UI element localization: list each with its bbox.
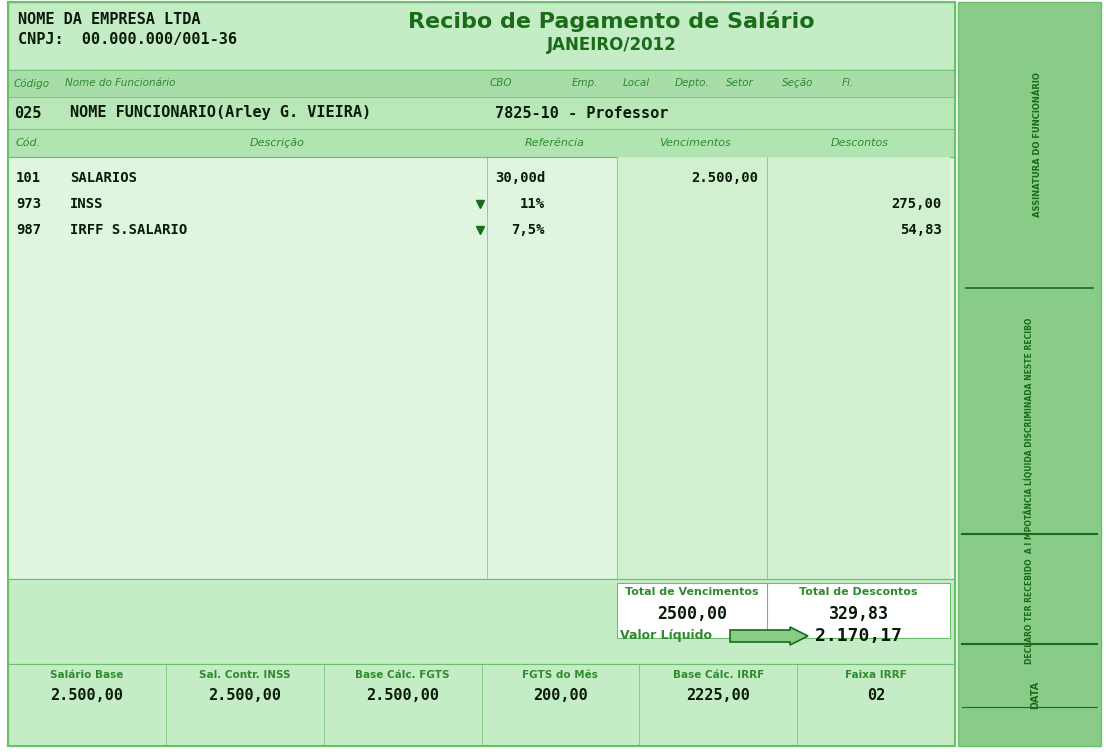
Text: 025: 025 <box>14 106 41 121</box>
Text: Faixa IRRF: Faixa IRRF <box>845 670 907 680</box>
Text: DATA: DATA <box>1030 681 1040 709</box>
Bar <box>958 2 1101 746</box>
Text: 329,83: 329,83 <box>828 605 888 623</box>
Text: SALARIOS: SALARIOS <box>70 171 138 185</box>
Text: 54,83: 54,83 <box>901 223 942 237</box>
Text: CBO: CBO <box>490 78 512 88</box>
Text: FGTS do Mês: FGTS do Mês <box>522 670 599 680</box>
Bar <box>8 157 955 579</box>
Bar <box>8 2 955 70</box>
Text: NOME DA EMPRESA LTDA: NOME DA EMPRESA LTDA <box>18 12 201 27</box>
Text: 02: 02 <box>867 688 885 703</box>
Text: Recibo de Pagamento de Salário: Recibo de Pagamento de Salário <box>408 10 815 32</box>
Text: Total de Descontos: Total de Descontos <box>800 587 918 597</box>
Bar <box>8 70 955 97</box>
Text: Seção: Seção <box>782 78 814 88</box>
Text: Depto.: Depto. <box>675 78 710 88</box>
Text: Emp.: Emp. <box>572 78 599 88</box>
Bar <box>8 129 955 157</box>
Text: 7825-10 - Professor: 7825-10 - Professor <box>495 106 669 121</box>
Text: 2.500,00: 2.500,00 <box>50 688 123 703</box>
Text: Fl.: Fl. <box>842 78 854 88</box>
Text: IRFF S.SALARIO: IRFF S.SALARIO <box>70 223 187 237</box>
Text: Referência: Referência <box>525 138 586 148</box>
Text: 275,00: 275,00 <box>892 197 942 211</box>
FancyArrow shape <box>730 627 808 645</box>
Text: 7,5%: 7,5% <box>511 223 545 237</box>
Bar <box>617 583 950 638</box>
Text: Cód.: Cód. <box>16 138 41 148</box>
Text: 987: 987 <box>16 223 41 237</box>
Text: Valor Líquido: Valor Líquido <box>620 630 712 642</box>
Text: 2.500,00: 2.500,00 <box>208 688 282 703</box>
Bar <box>8 579 955 664</box>
Text: 30,00d: 30,00d <box>495 171 545 185</box>
Text: NOME FUNCIONARIO(Arley G. VIEIRA): NOME FUNCIONARIO(Arley G. VIEIRA) <box>70 106 372 121</box>
Text: 11%: 11% <box>520 197 545 211</box>
Text: 2500,00: 2500,00 <box>657 605 728 623</box>
Text: 973: 973 <box>16 197 41 211</box>
Text: 101: 101 <box>16 171 41 185</box>
Text: 2225,00: 2225,00 <box>686 688 750 703</box>
Text: Vencimentos: Vencimentos <box>659 138 731 148</box>
Text: Nome do Funcionário: Nome do Funcionário <box>65 78 175 88</box>
Text: JANEIRO/2012: JANEIRO/2012 <box>547 36 676 54</box>
Bar <box>8 97 955 129</box>
Text: Sal. Contr. INSS: Sal. Contr. INSS <box>199 670 291 680</box>
Text: Base Cálc. IRRF: Base Cálc. IRRF <box>673 670 764 680</box>
Text: Setor: Setor <box>726 78 754 88</box>
Bar <box>8 2 955 746</box>
Text: Base Cálc. FGTS: Base Cálc. FGTS <box>355 670 450 680</box>
Text: Salário Base: Salário Base <box>50 670 123 680</box>
Bar <box>8 664 955 746</box>
Text: CNPJ:  00.000.000/001-36: CNPJ: 00.000.000/001-36 <box>18 32 237 47</box>
Bar <box>617 157 767 579</box>
Text: DECLARO TER RECEBIDO  A I MPOTÂNCIA LÍQUIDA DISCRIMINADA NESTE RECIBO: DECLARO TER RECEBIDO A I MPOTÂNCIA LÍQUI… <box>1025 318 1035 664</box>
Text: 2.170,17: 2.170,17 <box>815 627 902 645</box>
Text: Descrição: Descrição <box>250 138 305 148</box>
Bar <box>767 157 950 579</box>
Text: INSS: INSS <box>70 197 103 211</box>
Text: Local: Local <box>623 78 650 88</box>
Text: Código: Código <box>14 78 50 89</box>
Text: Total de Vencimentos: Total de Vencimentos <box>625 587 759 597</box>
Text: ASSINATURA DO FUNCIONÁRIO: ASSINATURA DO FUNCIONÁRIO <box>1032 72 1042 217</box>
Text: 2.500,00: 2.500,00 <box>691 171 757 185</box>
Text: 2.500,00: 2.500,00 <box>366 688 439 703</box>
Text: 200,00: 200,00 <box>533 688 588 703</box>
Text: Descontos: Descontos <box>831 138 889 148</box>
